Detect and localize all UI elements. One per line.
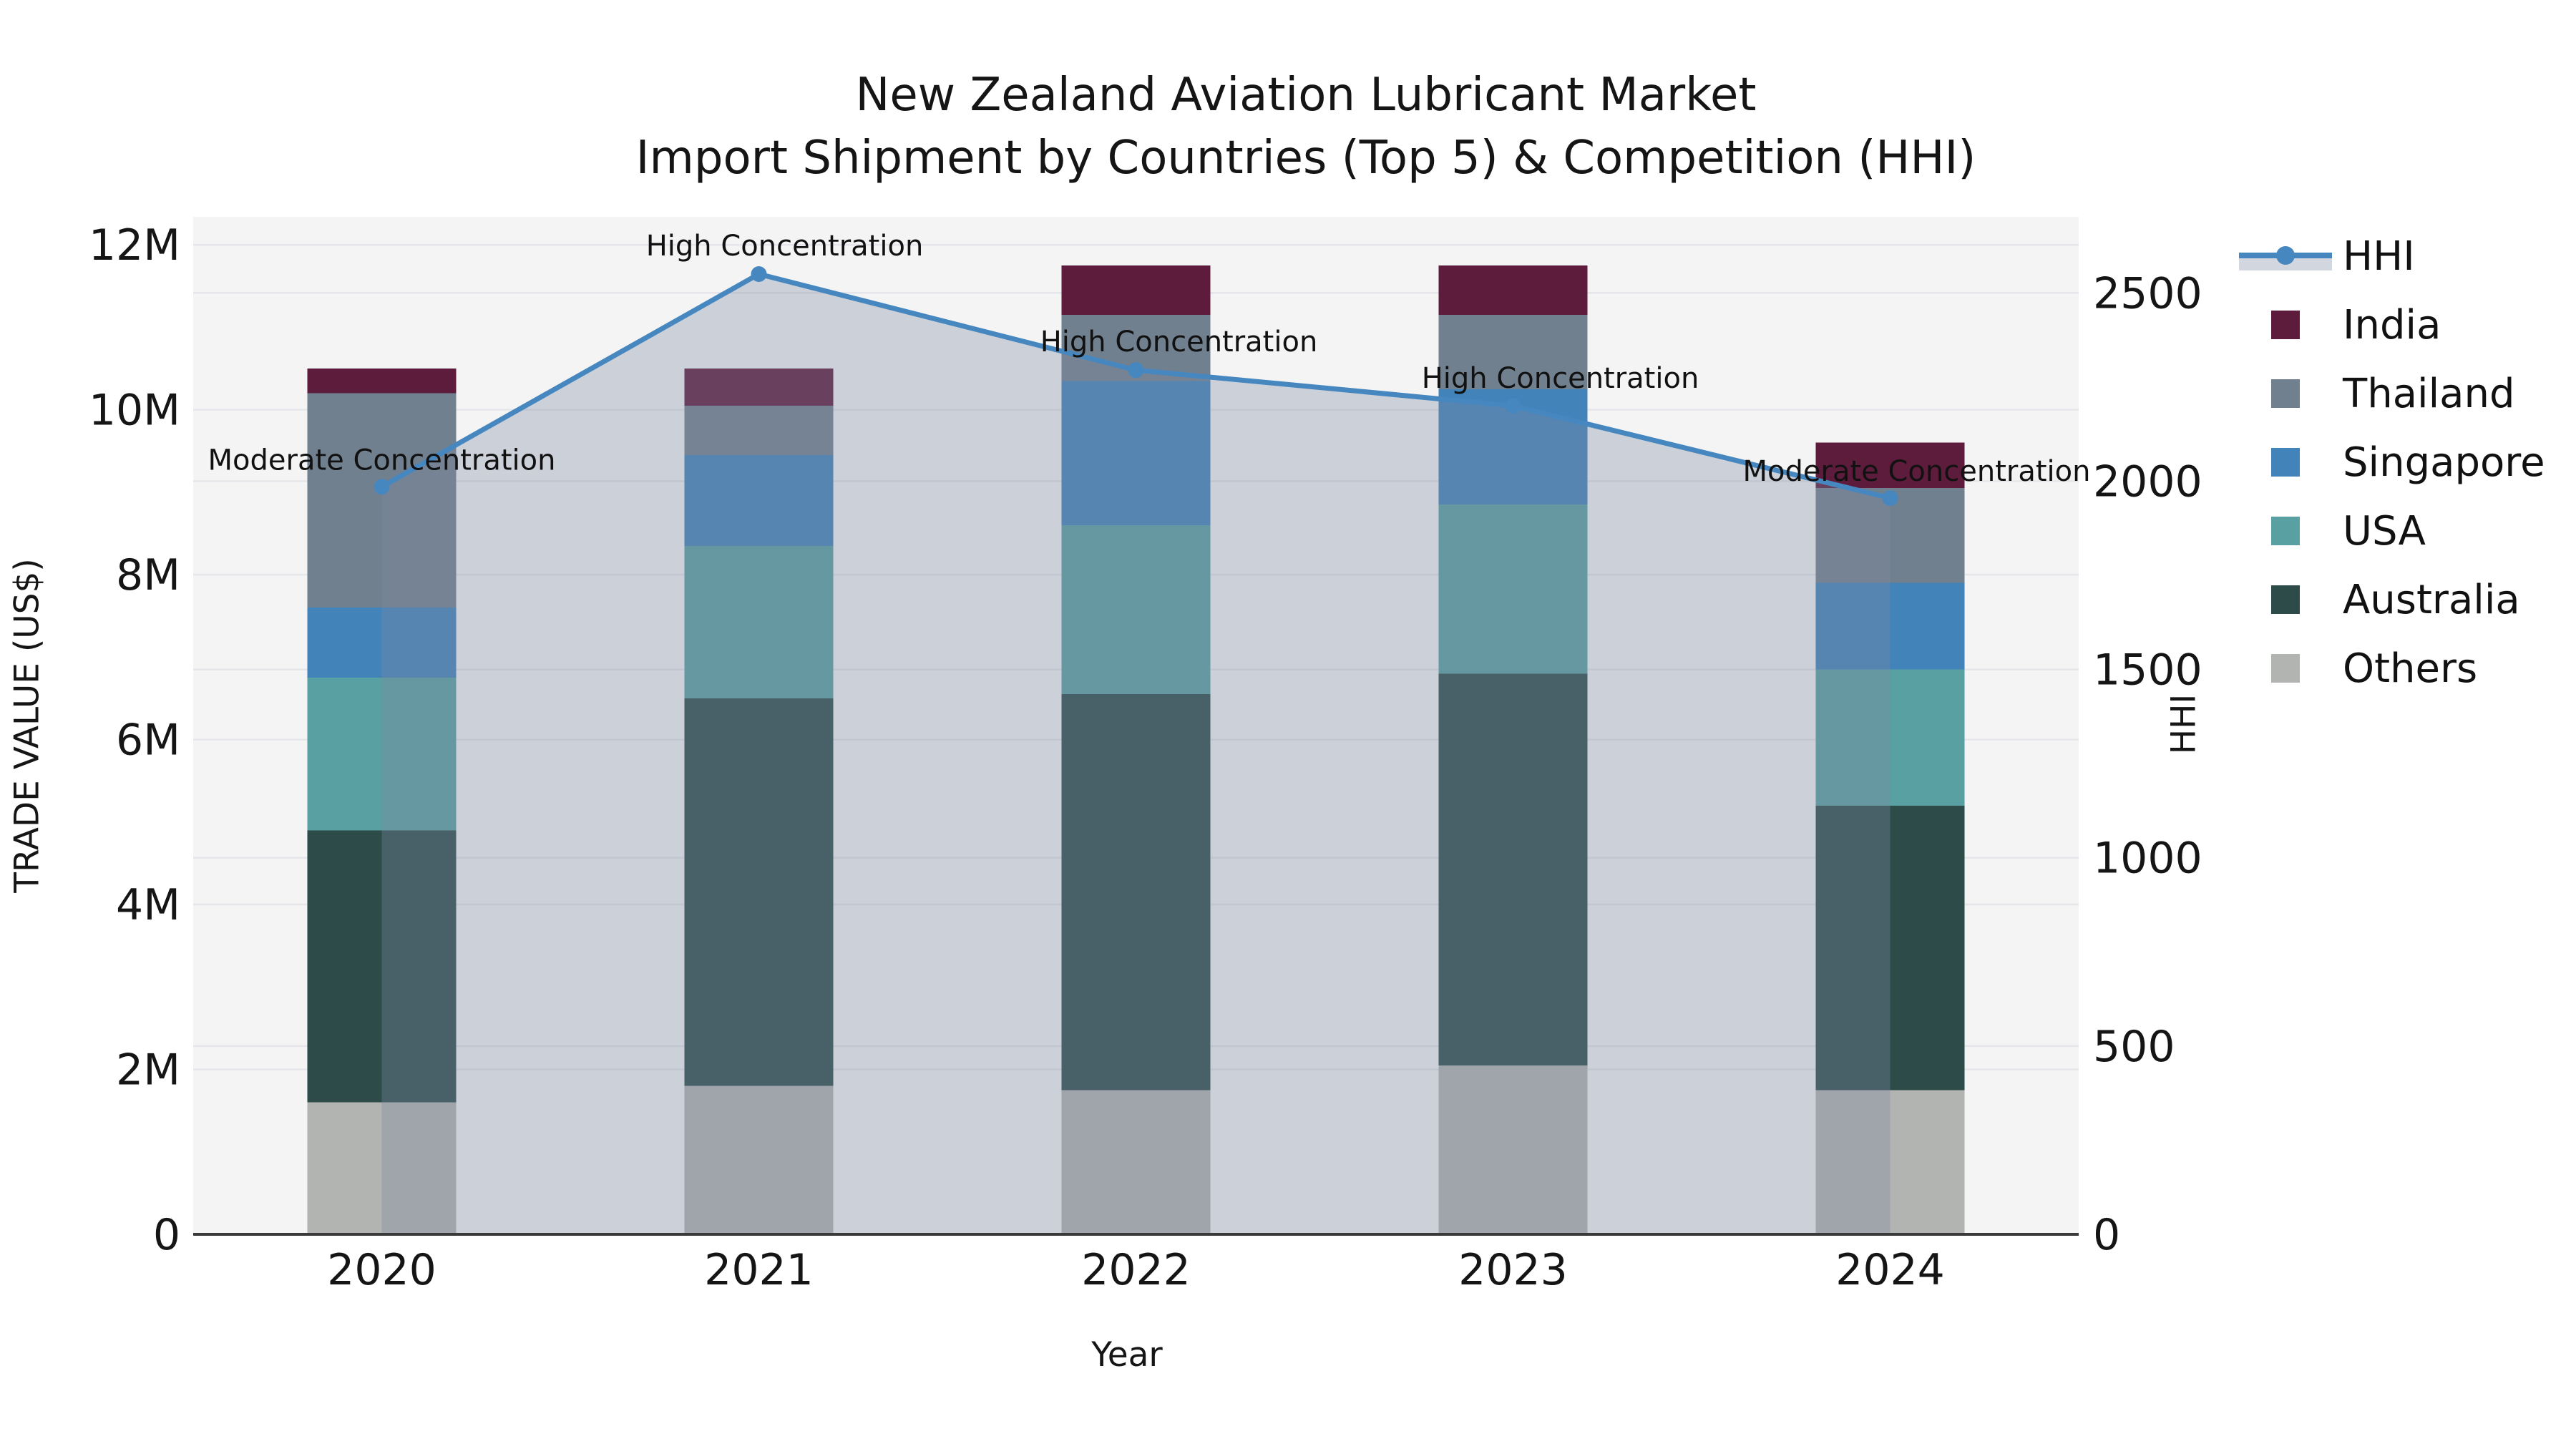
y-left-axis-title: TRADE VALUE (US$) <box>7 558 47 893</box>
legend-color-swatch <box>2238 654 2333 683</box>
x-tick-2020: 2020 <box>327 1245 436 1295</box>
bar-2021-india[interactable] <box>684 369 834 406</box>
hhi-marker-2021[interactable] <box>751 266 767 282</box>
legend-label: HHI <box>2343 233 2415 280</box>
bar-2020-australia[interactable] <box>307 830 457 1103</box>
annotation-2023: High Concentration <box>1422 362 1699 395</box>
legend-item-hhi[interactable]: HHI <box>2238 222 2545 291</box>
annotations-group: Moderate Concentration High Concentration… <box>208 230 2091 488</box>
y-right-tick-500: 500 <box>2093 1022 2175 1072</box>
hhi-area-fill <box>381 274 1890 1234</box>
y-left-tick-6M: 6M <box>116 716 180 766</box>
y-right-tick-1000: 1000 <box>2093 834 2202 884</box>
legend-label: USA <box>2343 507 2426 555</box>
hhi-markers-group <box>374 266 1898 507</box>
legend-item-singapore[interactable]: Singapore <box>2238 428 2545 497</box>
chart-title-line1: New Zealand Aviation Lubricant Market <box>855 69 1757 122</box>
y-left-tick-0: 0 <box>153 1210 180 1260</box>
x-tick-2024: 2024 <box>1835 1245 1945 1295</box>
bar-2020-india[interactable] <box>307 369 457 394</box>
bar-2021-thailand[interactable] <box>684 405 834 456</box>
bar-2024-singapore[interactable] <box>1815 582 1965 670</box>
bar-2022-india[interactable] <box>1061 265 1211 316</box>
y-right-tick-2500: 2500 <box>2093 268 2202 318</box>
hhi-marker-2023[interactable] <box>1505 398 1521 414</box>
bar-2021-others[interactable] <box>684 1085 834 1234</box>
bar-2024-usa[interactable] <box>1815 669 1965 806</box>
y-left-tick-2M: 2M <box>116 1045 180 1096</box>
x-tick-2023: 2023 <box>1458 1245 1568 1295</box>
y-left-tick-8M: 8M <box>116 550 180 600</box>
bar-2022-usa[interactable] <box>1061 525 1211 695</box>
legend-label: Australia <box>2343 576 2520 623</box>
hhi-marker-2024[interactable] <box>1882 490 1898 507</box>
y-right-tick-1500: 1500 <box>2093 645 2202 696</box>
bar-2024-others[interactable] <box>1815 1090 1965 1234</box>
legend-color-swatch <box>2238 517 2333 545</box>
annotation-2022: High Concentration <box>1040 326 1318 358</box>
bar-2020-singapore[interactable] <box>307 608 457 678</box>
bar-2022-australia[interactable] <box>1061 694 1211 1091</box>
legend-item-usa[interactable]: USA <box>2238 497 2545 565</box>
bar-2020-thailand[interactable] <box>307 393 457 608</box>
legend-item-others[interactable]: Others <box>2238 634 2545 703</box>
legend-box-icon <box>2271 517 2300 545</box>
annotation-2024: Moderate Concentration <box>1743 455 2091 488</box>
legend-item-india[interactable]: India <box>2238 291 2545 359</box>
hhi-line-swatch <box>2238 240 2333 272</box>
legend-label: India <box>2343 301 2441 348</box>
legend-box-icon <box>2271 379 2300 408</box>
x-tick-2021: 2021 <box>704 1245 814 1295</box>
legend-color-swatch <box>2238 585 2333 614</box>
y-right-tick-2000: 2000 <box>2093 457 2202 507</box>
legend-color-swatch <box>2238 379 2333 408</box>
bar-2024-india[interactable] <box>1815 442 1965 489</box>
legend-box-icon <box>2271 448 2300 477</box>
bar-2022-others[interactable] <box>1061 1090 1211 1234</box>
tick-labels: 0 2M 4M 6M 8M 10M 12M 0 500 1000 1500 2000 2500 2020 2… <box>89 220 2202 1295</box>
legend-item-thailand[interactable]: Thailand <box>2238 359 2545 428</box>
hhi-line-marker-icon <box>2239 240 2332 272</box>
bar-2021-usa[interactable] <box>684 545 834 698</box>
legend-label: Others <box>2343 645 2478 692</box>
bar-2023-thailand[interactable] <box>1438 315 1588 389</box>
legend-box-icon <box>2271 585 2300 614</box>
hhi-marker-2020[interactable] <box>374 479 390 495</box>
y-left-tick-10M: 10M <box>89 386 180 436</box>
legend: HHI India Thailand Singapore USA Australia Oth… <box>2238 222 2545 703</box>
stacked-bars-group <box>307 265 1965 1234</box>
annotation-2020: Moderate Concentration <box>208 444 556 477</box>
y-left-tick-4M: 4M <box>116 880 180 930</box>
legend-color-swatch <box>2238 311 2333 339</box>
legend-label: Thailand <box>2343 370 2515 417</box>
hhi-area-polygon <box>381 274 1890 1234</box>
annotation-2021: High Concentration <box>646 230 924 263</box>
hhi-marker-2022[interactable] <box>1128 362 1144 379</box>
legend-color-swatch <box>2238 448 2333 477</box>
x-axis-title: Year <box>1091 1335 1163 1375</box>
legend-label: Singapore <box>2343 439 2545 486</box>
y-right-tick-0: 0 <box>2093 1210 2120 1260</box>
legend-box-icon <box>2271 311 2300 339</box>
bar-2023-india[interactable] <box>1438 265 1588 316</box>
x-tick-2022: 2022 <box>1081 1245 1191 1295</box>
y-right-axis-title: HHI <box>2164 693 2204 755</box>
legend-box-icon <box>2271 654 2300 683</box>
bar-2023-australia[interactable] <box>1438 673 1588 1065</box>
bar-2021-australia[interactable] <box>684 698 834 1086</box>
bar-2020-others[interactable] <box>307 1102 457 1234</box>
bar-2024-australia[interactable] <box>1815 805 1965 1091</box>
chart-title-line2: Import Shipment by Countries (Top 5) & C… <box>635 132 1976 185</box>
bar-2020-usa[interactable] <box>307 678 457 831</box>
bar-2022-singapore[interactable] <box>1061 381 1211 525</box>
legend-item-australia[interactable]: Australia <box>2238 565 2545 634</box>
y-left-tick-12M: 12M <box>89 220 180 270</box>
bar-2023-usa[interactable] <box>1438 504 1588 674</box>
bar-2021-singapore[interactable] <box>684 455 834 546</box>
bar-2023-others[interactable] <box>1438 1065 1588 1234</box>
